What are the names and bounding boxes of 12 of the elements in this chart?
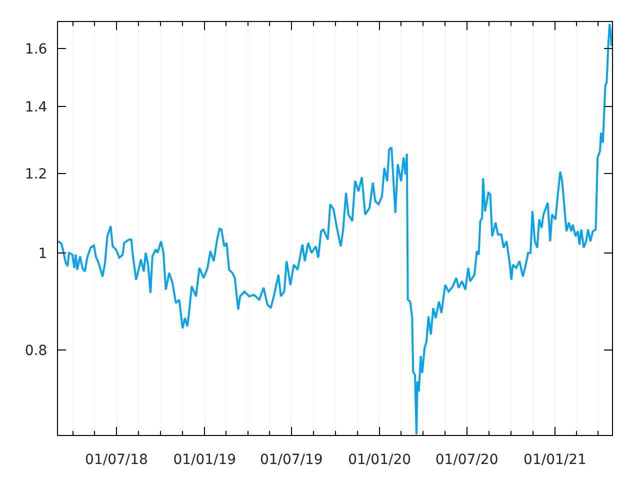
x-tick-label: 01/01/19 xyxy=(173,452,236,468)
x-tick-label: 01/07/19 xyxy=(260,452,323,468)
y-tick-label: 1.2 xyxy=(24,166,48,182)
x-tick-label: 01/07/18 xyxy=(85,452,148,468)
x-tick-label: 01/01/20 xyxy=(348,452,412,468)
y-tick-label: 0.8 xyxy=(24,342,48,359)
x-tick-label: 01/01/21 xyxy=(524,452,586,468)
y-tick-label: 1 xyxy=(38,246,48,262)
x-tick-label: 01/07/20 xyxy=(435,452,498,468)
y-tick-label: 1.6 xyxy=(24,41,48,58)
line-series xyxy=(58,23,612,435)
y-tick-label: 1.4 xyxy=(24,99,48,116)
